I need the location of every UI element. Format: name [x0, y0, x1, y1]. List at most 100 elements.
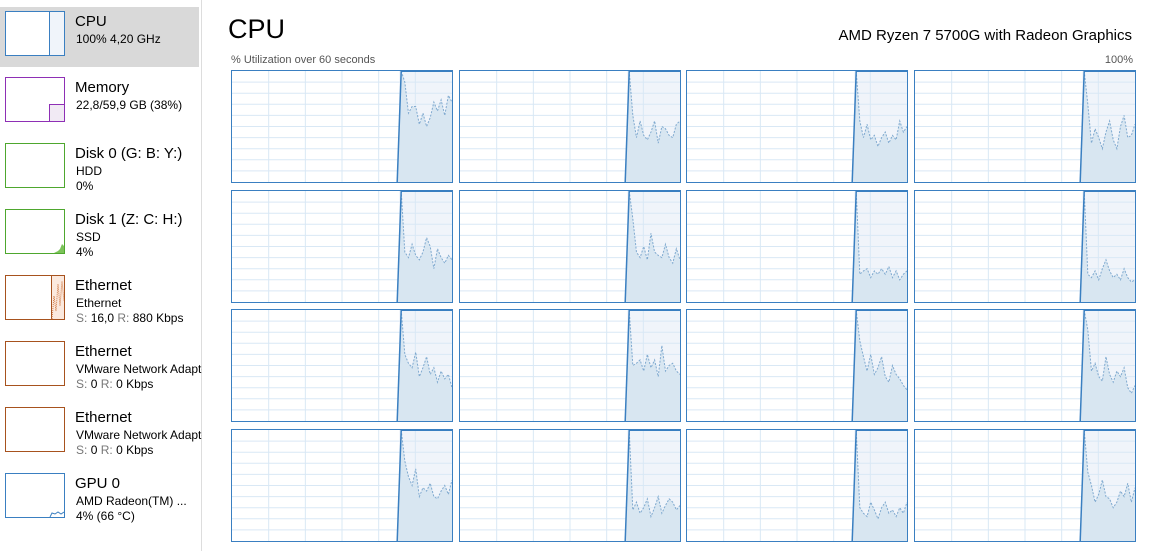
item-title: CPU [75, 13, 107, 30]
usage-line [1083, 190, 1135, 283]
send-label: S: [76, 311, 88, 325]
item-value: 4% [76, 245, 94, 259]
sidebar-item-disk[interactable]: Disk 0 (G: B: Y:) HDD 0% [0, 139, 199, 199]
usage-line [628, 70, 680, 144]
usage-area [624, 310, 680, 421]
thumbnail-graph [5, 143, 65, 188]
core-graph-4 [231, 189, 453, 303]
usage-edge [396, 309, 402, 422]
usage-edge [851, 190, 857, 302]
core-graph-6 [686, 189, 908, 303]
core-graph-9 [458, 309, 681, 422]
thumbnail-graph [5, 407, 65, 452]
usage-edge [851, 309, 857, 422]
item-value: 4% (66 °C) [76, 509, 135, 523]
core-graph-10 [686, 309, 908, 422]
usage-area [852, 190, 907, 302]
receive-value: 880 Kbps [132, 311, 184, 325]
item-title: Ethernet [75, 343, 132, 360]
item-subtitle: 22,8/59,9 GB (38%) [76, 98, 183, 112]
thumbnail-graph [5, 341, 65, 386]
core-graph-8 [231, 309, 453, 422]
usage-edge [1078, 70, 1085, 183]
item-subtitle: VMware Network Adapter [76, 428, 202, 442]
sidebar-item-ethernet[interactable]: Ethernet VMware Network Adapter S: 0 R: 0… [0, 337, 202, 397]
item-subtitle: SSD [76, 230, 101, 244]
item-subtitle: VMware Network Adapter [76, 362, 202, 376]
usage-line [1083, 429, 1135, 509]
sidebar-item-memory[interactable]: Memory 22,8/59,9 GB (38%) [0, 73, 199, 133]
core-graphs-grid [231, 70, 1136, 542]
usage-line [628, 429, 680, 518]
usage-area [624, 429, 680, 541]
sidebar-item-ethernet[interactable]: Ethernet VMware Network Adapter S: 0 R: 0… [0, 403, 202, 463]
receive-value: 0 Kbps [116, 443, 154, 457]
usage-area [852, 71, 907, 182]
usage-area [624, 190, 680, 302]
usage-edge [851, 70, 857, 183]
send-label: S: [76, 377, 88, 391]
receive-label: R: [117, 311, 130, 325]
core-graph-0 [231, 70, 453, 183]
item-title: Ethernet [75, 277, 132, 294]
core-graph-7 [913, 189, 1136, 303]
send-value: 16,0 [90, 311, 115, 325]
receive-label: R: [100, 377, 113, 391]
thumbnail-graph [5, 275, 65, 320]
usage-line [1083, 70, 1135, 151]
core-graph-14 [686, 428, 908, 542]
usage-edge [1078, 429, 1085, 541]
item-subtitle: Ethernet [76, 296, 122, 310]
usage-edge [623, 309, 630, 422]
item-network-rates: S: 0 R: 0 Kbps [76, 443, 153, 457]
usage-line [400, 309, 453, 388]
usage-area [1079, 190, 1135, 302]
core-graph-11 [913, 309, 1136, 422]
page-title: CPU [228, 14, 286, 44]
thumbnail-graph [5, 11, 65, 56]
send-value: 0 [90, 443, 98, 457]
thumbnail-graph [5, 209, 65, 254]
usage-edge [623, 190, 630, 302]
item-value: 0% [76, 179, 94, 193]
usage-edge [623, 429, 630, 541]
sidebar-item-cpu[interactable]: CPU 100% 4,20 GHz [0, 7, 199, 67]
cpu-model: AMD Ryzen 7 5700G with Radeon Graphics [838, 27, 1132, 44]
usage-line [628, 190, 680, 264]
sidebar: CPU 100% 4,20 GHz Memory 22,8/59,9 GB (3… [0, 0, 202, 551]
core-graph-13 [458, 428, 681, 542]
usage-line [855, 429, 908, 520]
usage-edge [1078, 190, 1085, 302]
item-title: GPU 0 [75, 475, 121, 492]
item-network-rates: S: 0 R: 0 Kbps [76, 377, 153, 391]
thumbnail-graph [5, 77, 65, 122]
sidebar-item-ethernet[interactable]: Ethernet Ethernet S: 16,0 R: 880 Kbps [0, 271, 199, 331]
item-title: Ethernet [75, 409, 132, 426]
usage-line [855, 309, 908, 391]
usage-line [855, 70, 908, 148]
core-graph-2 [686, 70, 908, 183]
item-title: Disk 0 (G: B: Y:) [75, 145, 183, 162]
usage-line [855, 190, 908, 281]
usage-edge [851, 429, 857, 541]
item-network-rates: S: 16,0 R: 880 Kbps [76, 311, 183, 325]
thumbnail-graph [5, 473, 65, 518]
usage-line [400, 429, 453, 500]
send-value: 0 [90, 377, 98, 391]
sidebar-item-disk[interactable]: Disk 1 (Z: C: H:) SSD 4% [0, 205, 199, 265]
usage-area [852, 310, 907, 421]
item-title: Memory [75, 79, 130, 96]
usage-area [624, 71, 680, 182]
usage-area [397, 71, 452, 182]
sidebar-item-gpu[interactable]: GPU 0 AMD Radeon(TM) ... 4% (66 °C) [0, 469, 199, 529]
core-graph-5 [458, 189, 681, 303]
core-graph-1 [458, 70, 681, 183]
usage-edge [396, 190, 402, 302]
max-percent-label: 100% [1104, 54, 1133, 66]
usage-line [628, 309, 680, 377]
usage-line [400, 70, 453, 129]
core-graph-3 [913, 70, 1136, 183]
usage-edge [396, 70, 402, 183]
utilization-label: % Utilization over 60 seconds [231, 54, 376, 66]
usage-edge [1078, 309, 1085, 422]
